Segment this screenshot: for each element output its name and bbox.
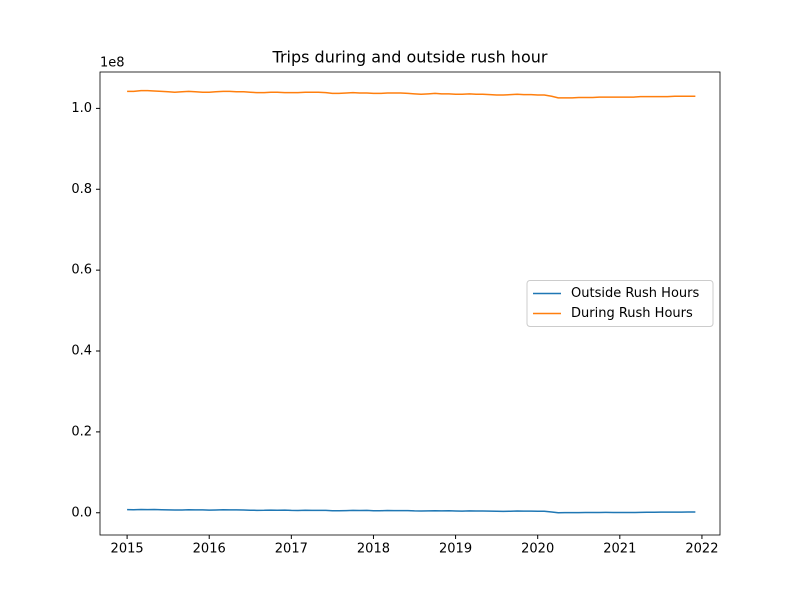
chart-title: Trips during and outside rush hour	[272, 48, 548, 67]
x-tick-label: 2020	[521, 542, 554, 557]
plot-frame	[99, 71, 721, 536]
x-tick-label: 2017	[275, 542, 308, 557]
x-tick-label: 2016	[193, 542, 226, 557]
x-tick-label: 2022	[685, 542, 718, 557]
x-tick-label: 2019	[439, 542, 472, 557]
y-tick-label: 0.4	[71, 344, 92, 359]
legend: Outside Rush Hours During Rush Hours	[526, 280, 714, 327]
data-line	[127, 508, 696, 514]
x-tick-label: 2021	[603, 542, 636, 557]
y-tick-label: 0.2	[71, 424, 92, 439]
legend-box	[526, 280, 714, 327]
y-offset-label: 1e8	[100, 56, 125, 71]
x-tick-label: 2018	[357, 542, 390, 557]
y-tick-label: 0.8	[71, 182, 92, 197]
y-tick-label: 0.6	[71, 263, 92, 278]
y-tick-label: 0.0	[71, 505, 92, 520]
data-line	[127, 89, 696, 99]
legend-label: During Rush Hours	[571, 306, 693, 321]
y-tick-label: 1.0	[71, 101, 92, 116]
x-tick-label: 2015	[111, 542, 144, 557]
legend-label: Outside Rush Hours	[571, 286, 699, 301]
